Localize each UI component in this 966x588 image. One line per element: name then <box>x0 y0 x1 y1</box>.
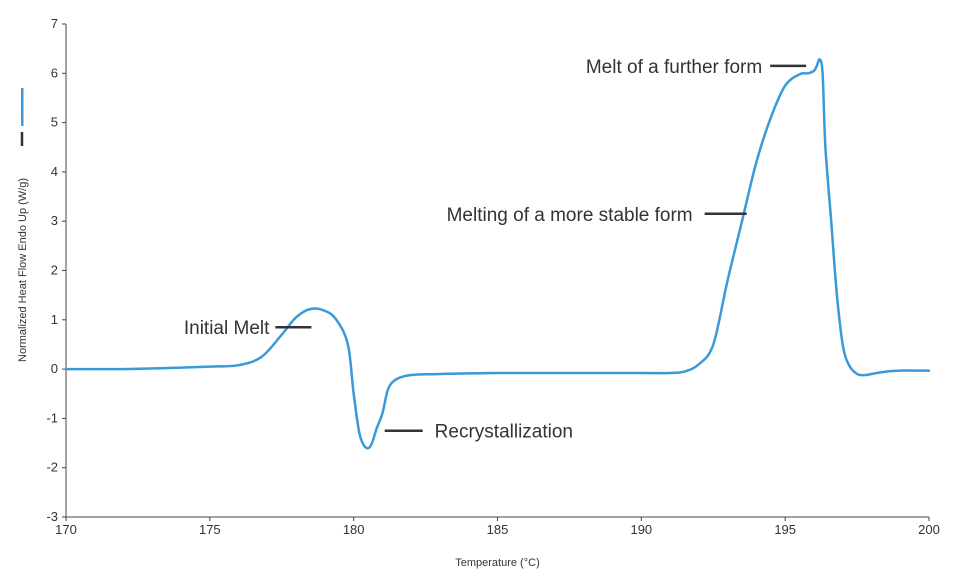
annotation-label: Melting of a more stable form <box>447 205 693 226</box>
x-tick-label: 190 <box>630 522 652 537</box>
x-tick-label: 180 <box>343 522 365 537</box>
annotation-label: Recrystallization <box>435 422 573 443</box>
annotations: Initial Melt Recrystallization Melting of … <box>184 57 807 443</box>
y-tick-label: 2 <box>51 263 58 278</box>
annotation-label: Melt of a further form <box>586 57 762 78</box>
x-tick-label: 195 <box>774 522 796 537</box>
y-tick-label: 7 <box>51 16 58 31</box>
legend-series-marker <box>21 88 24 126</box>
y-tick-label: -3 <box>46 509 58 524</box>
y-tick-label: -1 <box>46 410 58 425</box>
x-tick-label: 175 <box>199 522 221 537</box>
y-tick-label: 3 <box>51 213 58 228</box>
y-tick-label: 1 <box>51 312 58 327</box>
y-tick-label: 4 <box>51 164 58 179</box>
x-tick-label: 185 <box>487 522 509 537</box>
x-tick-label: 170 <box>55 522 77 537</box>
y-tick-label: -2 <box>46 460 58 475</box>
y-tick-label: 5 <box>51 115 58 130</box>
x-axis-title: Temperature (°C) <box>455 557 539 569</box>
y-tick-label: 0 <box>51 361 58 376</box>
x-tick-label: 200 <box>918 522 940 537</box>
y-axis-title: Normalized Heat Flow Endo Up (W/g) <box>17 178 29 362</box>
series-group <box>64 58 931 450</box>
y-tick-label: 6 <box>51 65 58 80</box>
axes <box>65 24 929 518</box>
heat-flow-line <box>64 58 931 450</box>
x-ticks: 170 175 180 185 190 195 200 <box>55 517 940 537</box>
annotation-label: Initial Melt <box>184 318 270 339</box>
y-ticks: -3 -2 -1 0 1 2 3 4 5 6 7 <box>46 16 66 524</box>
